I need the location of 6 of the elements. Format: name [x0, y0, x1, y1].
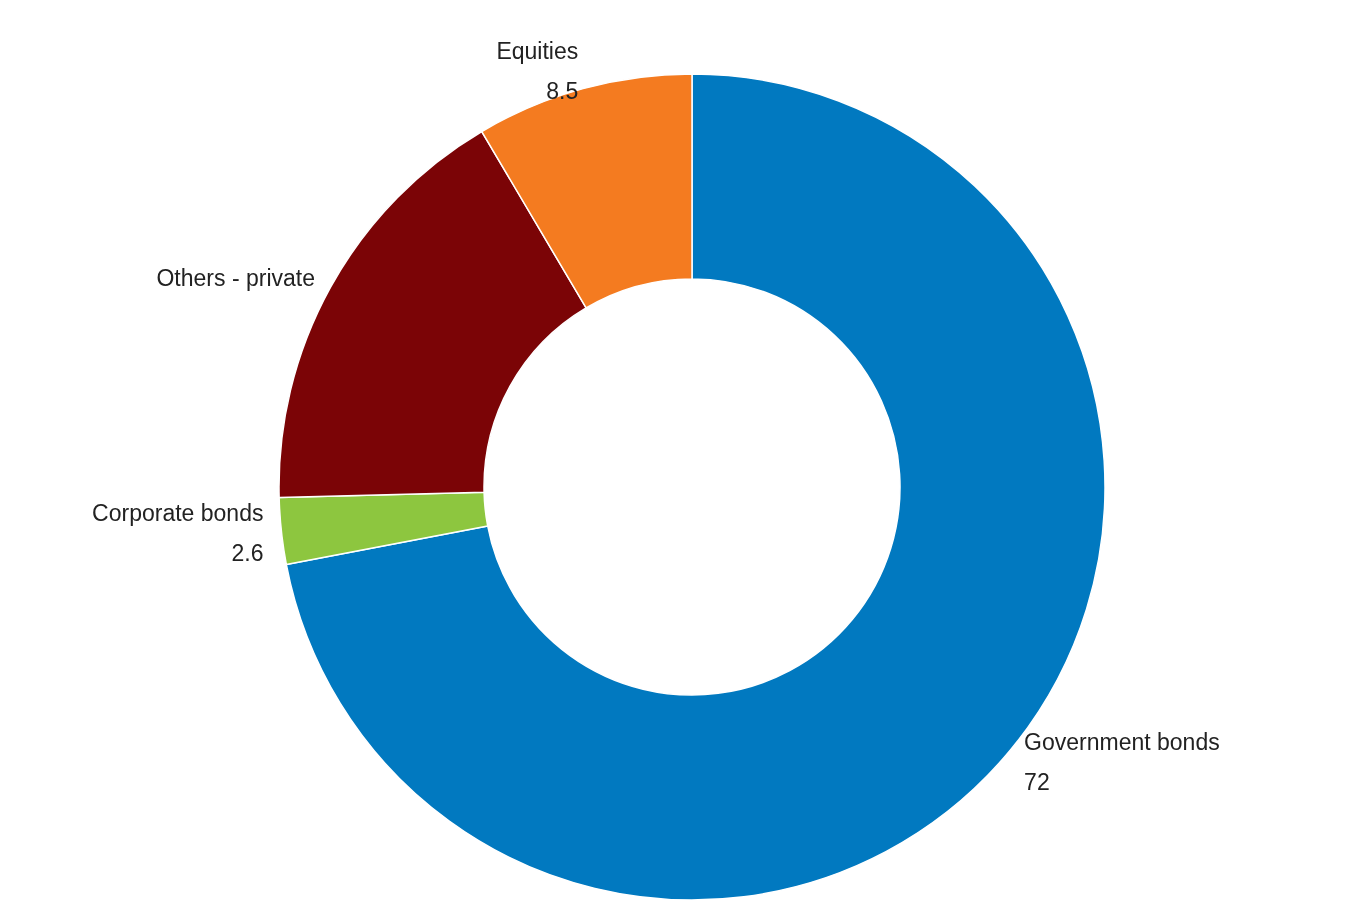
data-label: 2.6 — [231, 539, 264, 566]
slice-label: Others - private — [156, 265, 315, 292]
data-label: 72 — [1024, 768, 1050, 795]
slice-label: Equities — [496, 38, 579, 65]
slice-label: Government bonds — [1024, 728, 1220, 755]
slice-label: Corporate bonds — [92, 499, 264, 526]
